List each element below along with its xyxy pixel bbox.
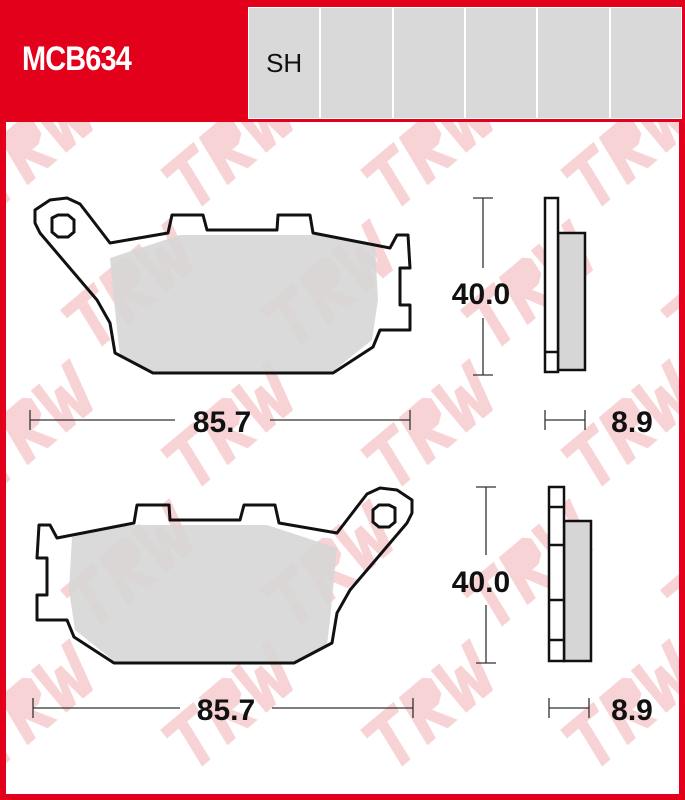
trw-logo-stroke: [398, 397, 458, 466]
compound-cell: [465, 8, 537, 118]
mounting-hole: [371, 503, 397, 529]
trw-logo-stroke: [6, 677, 58, 746]
trw-logo-watermark: [0, 122, 94, 207]
trw-logo-stroke: [578, 721, 611, 767]
trw-logo-stroke: [430, 122, 494, 153]
trw-logo-stroke: [178, 721, 211, 767]
thickness-label-top: 8.9: [611, 406, 653, 439]
trw-logo-stroke: [598, 397, 658, 466]
trw-logo-stroke: [198, 397, 258, 466]
trw-logo-stroke: [0, 702, 1, 739]
trw-logo-stroke: [378, 441, 411, 487]
trw-logo-watermark: [560, 122, 679, 207]
trw-logo-stroke: [478, 581, 511, 627]
compound-cell: SH: [249, 8, 320, 118]
trw-logo-stroke: [0, 422, 1, 459]
trw-logo-stroke: [430, 638, 494, 713]
compound-cell: [610, 8, 681, 118]
mounting-hole: [50, 213, 76, 239]
brake-pad-top: [33, 196, 412, 375]
height-label-bottom: 40.0: [452, 566, 510, 599]
trw-logo-stroke: [660, 561, 679, 599]
trw-logo-stroke: [360, 421, 400, 459]
trw-logo-stroke: [160, 421, 200, 459]
trw-logo-watermark: [0, 638, 94, 767]
trw-logo-stroke: [230, 122, 294, 153]
trw-logo-stroke: [78, 301, 111, 347]
trw-logo-stroke: [30, 638, 94, 713]
trw-logo-stroke: [660, 281, 679, 319]
side-view-top: [543, 196, 587, 374]
trw-logo-stroke: [630, 638, 679, 713]
trw-logo-stroke: [6, 397, 58, 466]
thickness-label-bottom: 8.9: [611, 694, 653, 727]
trw-logo-stroke: [460, 281, 500, 319]
trw-logo-watermark: [560, 358, 679, 487]
trw-logo-stroke: [398, 677, 458, 746]
trw-logo-watermark: [160, 122, 294, 207]
trw-logo-stroke: [30, 358, 94, 433]
trw-logo-stroke: [6, 721, 11, 767]
backing-plate-outline: [35, 486, 414, 665]
trw-logo-stroke: [560, 421, 600, 459]
part-number: MCB634: [22, 40, 132, 78]
height-label-top: 40.0: [452, 278, 510, 311]
trw-logo-stroke: [430, 358, 494, 433]
trw-logo-watermark: [360, 122, 494, 207]
trw-logo-stroke: [378, 721, 411, 767]
trw-logo-stroke: [560, 701, 600, 739]
compound-cell: [393, 8, 464, 118]
trw-logo-stroke: [160, 141, 200, 179]
trw-logo-stroke: [498, 537, 558, 606]
trw-logo-stroke: [598, 122, 658, 186]
trw-logo-stroke: [398, 122, 458, 186]
trw-logo-stroke: [578, 441, 611, 487]
trw-logo-stroke: [6, 161, 11, 207]
trw-logo-watermark: [360, 638, 494, 767]
trw-logo-stroke: [30, 122, 94, 153]
side-view-bottom: [547, 485, 593, 663]
trw-logo-stroke: [0, 142, 1, 179]
friction-material: [69, 525, 337, 662]
trw-logo-stroke: [178, 161, 211, 207]
compound-cell: [538, 8, 609, 118]
trw-logo-stroke: [378, 161, 411, 207]
trw-logo-stroke: [360, 701, 400, 739]
trw-logo-stroke: [230, 358, 294, 433]
dimension-lines: [29, 197, 590, 718]
trw-logo-watermark: [360, 358, 494, 487]
trw-logo-watermark: [160, 358, 294, 487]
trw-logo-stroke: [198, 122, 258, 186]
trw-logo-watermark: [0, 358, 94, 487]
trw-logo-stroke: [6, 122, 58, 186]
width-label-top: 85.7: [193, 406, 251, 439]
trw-logo-stroke: [360, 141, 400, 179]
compound-cells: SH: [248, 7, 682, 119]
trw-logo-stroke: [578, 161, 611, 207]
backing-plate-outline: [33, 196, 412, 375]
trw-watermark: [0, 122, 679, 767]
trw-logo-stroke: [160, 701, 200, 739]
trw-logo-stroke: [478, 301, 511, 347]
trw-logo-stroke: [598, 677, 658, 746]
trw-logo-watermark: [660, 561, 679, 627]
trw-logo-stroke: [498, 257, 558, 326]
trw-logo-watermark: [660, 281, 679, 347]
trw-logo-stroke: [178, 441, 211, 487]
brake-pad-bottom: [35, 486, 414, 665]
trw-logo-stroke: [198, 677, 258, 746]
trw-logo-stroke: [460, 561, 500, 599]
trw-logo-stroke: [6, 441, 11, 487]
width-label-bottom: 85.7: [197, 694, 255, 727]
trw-logo-stroke: [560, 141, 600, 179]
trw-logo-stroke: [630, 358, 679, 433]
friction-material: [110, 235, 378, 372]
compound-cell: [321, 8, 392, 118]
trw-logo-stroke: [60, 281, 100, 319]
